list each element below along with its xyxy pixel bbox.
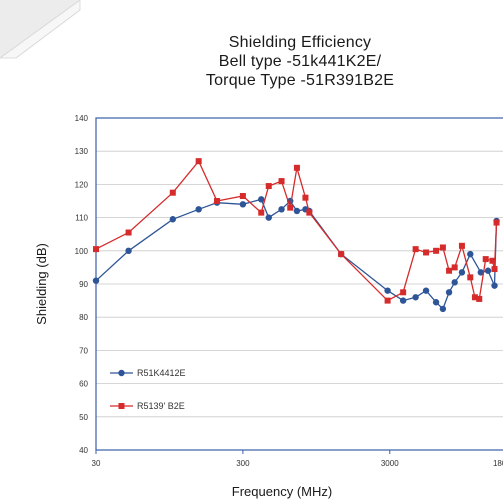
series-1-point-2 xyxy=(169,189,176,196)
series-0-point-17 xyxy=(422,287,430,294)
series-0-point-5 xyxy=(239,201,247,208)
y-tick-label-140: 140 xyxy=(75,114,89,123)
x-tick-label-18000: 18000 xyxy=(493,459,503,468)
y-tick-label-60: 60 xyxy=(79,380,88,389)
series-0-point-18 xyxy=(432,299,440,306)
series-0-point-7 xyxy=(265,214,272,221)
series-0-point-21 xyxy=(451,279,458,286)
series-0-point-22 xyxy=(458,269,466,276)
series-0-point-14 xyxy=(384,287,391,294)
series-1-point-11 xyxy=(302,194,309,201)
series-0-point-23 xyxy=(467,250,474,258)
series-0-point-2 xyxy=(169,216,177,223)
series-1-point-23 xyxy=(467,274,474,281)
chart-title-line-3: Torque Type -51R391B2E xyxy=(205,72,395,89)
series-1-point-9 xyxy=(287,204,294,211)
x-tick-label-3000: 3000 xyxy=(381,459,399,468)
series-1-point-14 xyxy=(384,297,391,304)
y-tick-label-130: 130 xyxy=(75,147,89,156)
chart-title-line-1: Shielding Efficiency xyxy=(228,34,372,51)
series-1-point-7 xyxy=(265,183,272,190)
chart-title-line-2: Bell type -51k441K2E/ xyxy=(218,53,382,70)
x-axis-title: Frequency (MHz) xyxy=(232,484,332,499)
series-1-point-12 xyxy=(306,209,313,216)
series-0-point-10 xyxy=(293,207,301,215)
series-1-point-10 xyxy=(293,164,300,171)
series-1-point-19 xyxy=(439,244,446,251)
series-1-point-16 xyxy=(412,246,419,253)
series-1-point-24 xyxy=(471,294,478,301)
series-0-point-19 xyxy=(439,305,447,313)
legend-marker-0 xyxy=(118,369,125,377)
y-tick-label-40: 40 xyxy=(79,446,88,455)
x-tick-label-30: 30 xyxy=(92,459,101,468)
series-1-point-15 xyxy=(400,289,407,296)
y-tick-label-50: 50 xyxy=(79,413,88,422)
y-tick-label-80: 80 xyxy=(79,313,88,322)
series-0-point-20 xyxy=(445,289,453,296)
series-1-point-29 xyxy=(493,219,500,226)
series-1-point-3 xyxy=(195,158,202,165)
series-0-point-26 xyxy=(491,282,498,289)
series-1-point-13 xyxy=(338,251,345,258)
series-0-point-25 xyxy=(484,267,492,274)
series-0-point-0 xyxy=(92,277,100,284)
series-1-point-6 xyxy=(258,209,265,216)
series-1-point-28 xyxy=(491,266,498,273)
series-1-point-17 xyxy=(423,249,430,256)
series-0-point-8 xyxy=(278,206,285,213)
series-1-point-22 xyxy=(458,242,465,249)
series-1-point-21 xyxy=(451,264,458,271)
y-tick-label-90: 90 xyxy=(79,280,88,289)
series-1-point-25 xyxy=(476,295,483,302)
series-1-point-18 xyxy=(433,247,440,254)
series-0-point-3 xyxy=(195,206,202,213)
series-1-point-26 xyxy=(482,256,489,263)
series-1-point-0 xyxy=(93,246,99,253)
series-1-point-5 xyxy=(239,193,246,200)
legend-label-0: R51K4412E xyxy=(137,368,186,378)
y-tick-label-70: 70 xyxy=(79,346,88,355)
legend-label-1: R5139' B2E xyxy=(137,401,185,411)
series-0-point-16 xyxy=(412,294,419,301)
series-1-point-8 xyxy=(278,178,285,185)
y-tick-label-100: 100 xyxy=(75,247,89,256)
y-axis-title: Shielding (dB) xyxy=(34,243,49,325)
series-line-0 xyxy=(95,198,498,311)
x-tick-label-300: 300 xyxy=(236,459,250,468)
series-1-point-4 xyxy=(214,198,221,204)
series-0-point-15 xyxy=(399,297,407,304)
series-1-point-27 xyxy=(489,257,496,264)
series-1-point-20 xyxy=(446,267,453,274)
y-tick-label-110: 110 xyxy=(75,214,88,223)
plot-frame xyxy=(95,117,503,451)
series-1-point-1 xyxy=(125,229,132,236)
y-tick-label-120: 120 xyxy=(75,180,89,189)
series-0-point-6 xyxy=(258,196,265,203)
series-0-point-24 xyxy=(477,269,485,276)
legend-marker-1 xyxy=(118,403,125,409)
series-0-point-1 xyxy=(125,247,132,254)
